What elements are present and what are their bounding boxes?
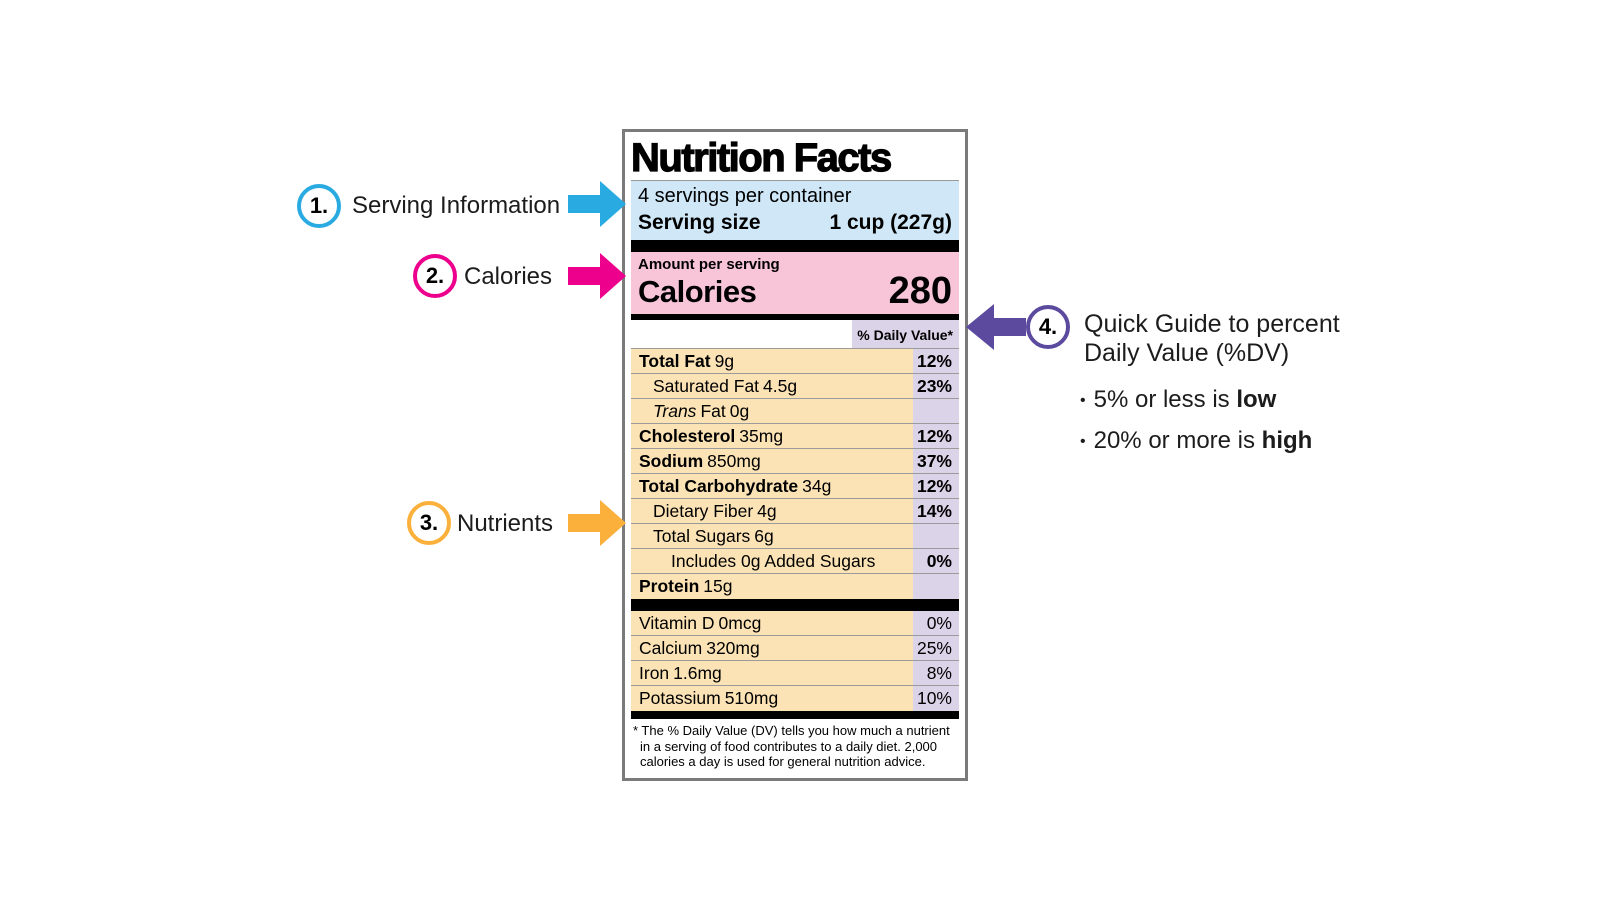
arrow-left-icon [966, 304, 1026, 350]
dv-cell: 12% [913, 424, 959, 448]
serving-size-label: Serving size [638, 211, 761, 234]
dv-cell: 23% [913, 374, 959, 398]
vitamin-row: Iron 1.6mg 8% [631, 661, 959, 686]
daily-value-header: % Daily Value* [852, 320, 959, 348]
bullet-high: • 20% or more is high [1080, 427, 1313, 454]
dv-cell [913, 399, 959, 423]
dv-cell: 0% [913, 549, 959, 573]
divider-bar [631, 314, 959, 320]
nutrient-row: Saturated Fat 4.5g 23% [631, 374, 959, 399]
thick-divider-bar [631, 599, 959, 611]
dv-cell: 0% [913, 611, 959, 635]
dv-cell [913, 524, 959, 548]
nutrient-table: Total Fat 9g 12% Saturated Fat 4.5g 23% Tr… [631, 349, 959, 599]
dv-cell: 14% [913, 499, 959, 523]
bullet-low: • 5% or less is low [1080, 386, 1277, 413]
footnote: * The % Daily Value (DV) tells you how m… [633, 723, 950, 769]
step-1-label: Serving Information [352, 192, 561, 219]
step-3-badge: 3. [407, 501, 451, 545]
nutrient-row: Total Carbohydrate 34g 12% [631, 474, 959, 499]
nutrient-row: Trans Fat 0g [631, 399, 959, 424]
step-2-badge: 2. [413, 254, 457, 298]
vitamin-row: Potassium 510mg 10% [631, 686, 959, 711]
nutrient-row: Total Sugars 6g [631, 524, 959, 549]
calories-row: Calories 280 [638, 270, 952, 312]
label-title: Nutrition Facts [630, 137, 959, 181]
step-2-number: 2. [425, 263, 445, 288]
step-1-badge: 1. [297, 184, 341, 228]
calories-value: 280 [888, 270, 952, 312]
dv-cell: 12% [913, 349, 959, 373]
nutrient-row: Total Fat 9g 12% [631, 349, 959, 374]
quick-guide-heading: Quick Guide to percent Daily Value (%DV) [1084, 310, 1340, 367]
vitamin-table: Vitamin D 0mcg 0% Calcium 320mg 25% Iron 1.… [631, 611, 959, 711]
vitamin-row: Vitamin D 0mcg 0% [631, 611, 959, 636]
nutrient-row: Includes 0g Added Sugars 0% [631, 549, 959, 574]
serving-size-row: Serving size 1 cup (227g) [638, 209, 952, 236]
dv-cell: 37% [913, 449, 959, 473]
nutrient-row: Cholesterol 35mg 12% [631, 424, 959, 449]
vitamin-row: Calcium 320mg 25% [631, 636, 959, 661]
arrow-right-icon [568, 253, 626, 299]
step-3-number: 3. [419, 510, 439, 535]
dv-cell: 25% [913, 636, 959, 660]
divider-bar [631, 711, 959, 719]
step-1-number: 1. [309, 193, 329, 218]
servings-per-container: 4 servings per container [638, 185, 852, 207]
nutrition-label: Nutrition Facts 4 servings per container… [622, 129, 968, 781]
calories-label: Calories [638, 274, 757, 309]
daily-value-header-row: % Daily Value* [631, 320, 959, 349]
nutrient-row: Sodium 850mg 37% [631, 449, 959, 474]
dv-cell: 12% [913, 474, 959, 498]
nutrient-row: Dietary Fiber 4g 14% [631, 499, 959, 524]
arrow-right-icon [568, 181, 626, 227]
step-4-badge: 4. [1026, 305, 1070, 349]
quick-guide-block: Quick Guide to percent Daily Value (%DV)… [1080, 310, 1384, 454]
nutrient-row: Protein 15g [631, 574, 959, 599]
amount-per-serving-label: Amount per serving [638, 256, 780, 273]
serving-info-section: 4 servings per container Serving size 1 … [631, 181, 959, 240]
dv-cell: 8% [913, 661, 959, 685]
dv-cell: 10% [913, 686, 959, 711]
bullet-dot-icon: • [1080, 392, 1086, 409]
quick-guide-bullets: • 5% or less is low • 20% or more is high [1080, 388, 1384, 454]
step-3-label: Nutrients [457, 510, 554, 537]
dv-cell [913, 574, 959, 599]
step-4-number: 4. [1038, 314, 1058, 339]
calories-section: Amount per serving Calories 280 [631, 252, 959, 314]
arrow-right-icon [568, 500, 626, 546]
bullet-dot-icon: • [1080, 433, 1086, 450]
thick-divider-bar [631, 240, 959, 252]
step-2-label: Calories [464, 263, 553, 290]
serving-size-value: 1 cup (227g) [829, 211, 952, 234]
